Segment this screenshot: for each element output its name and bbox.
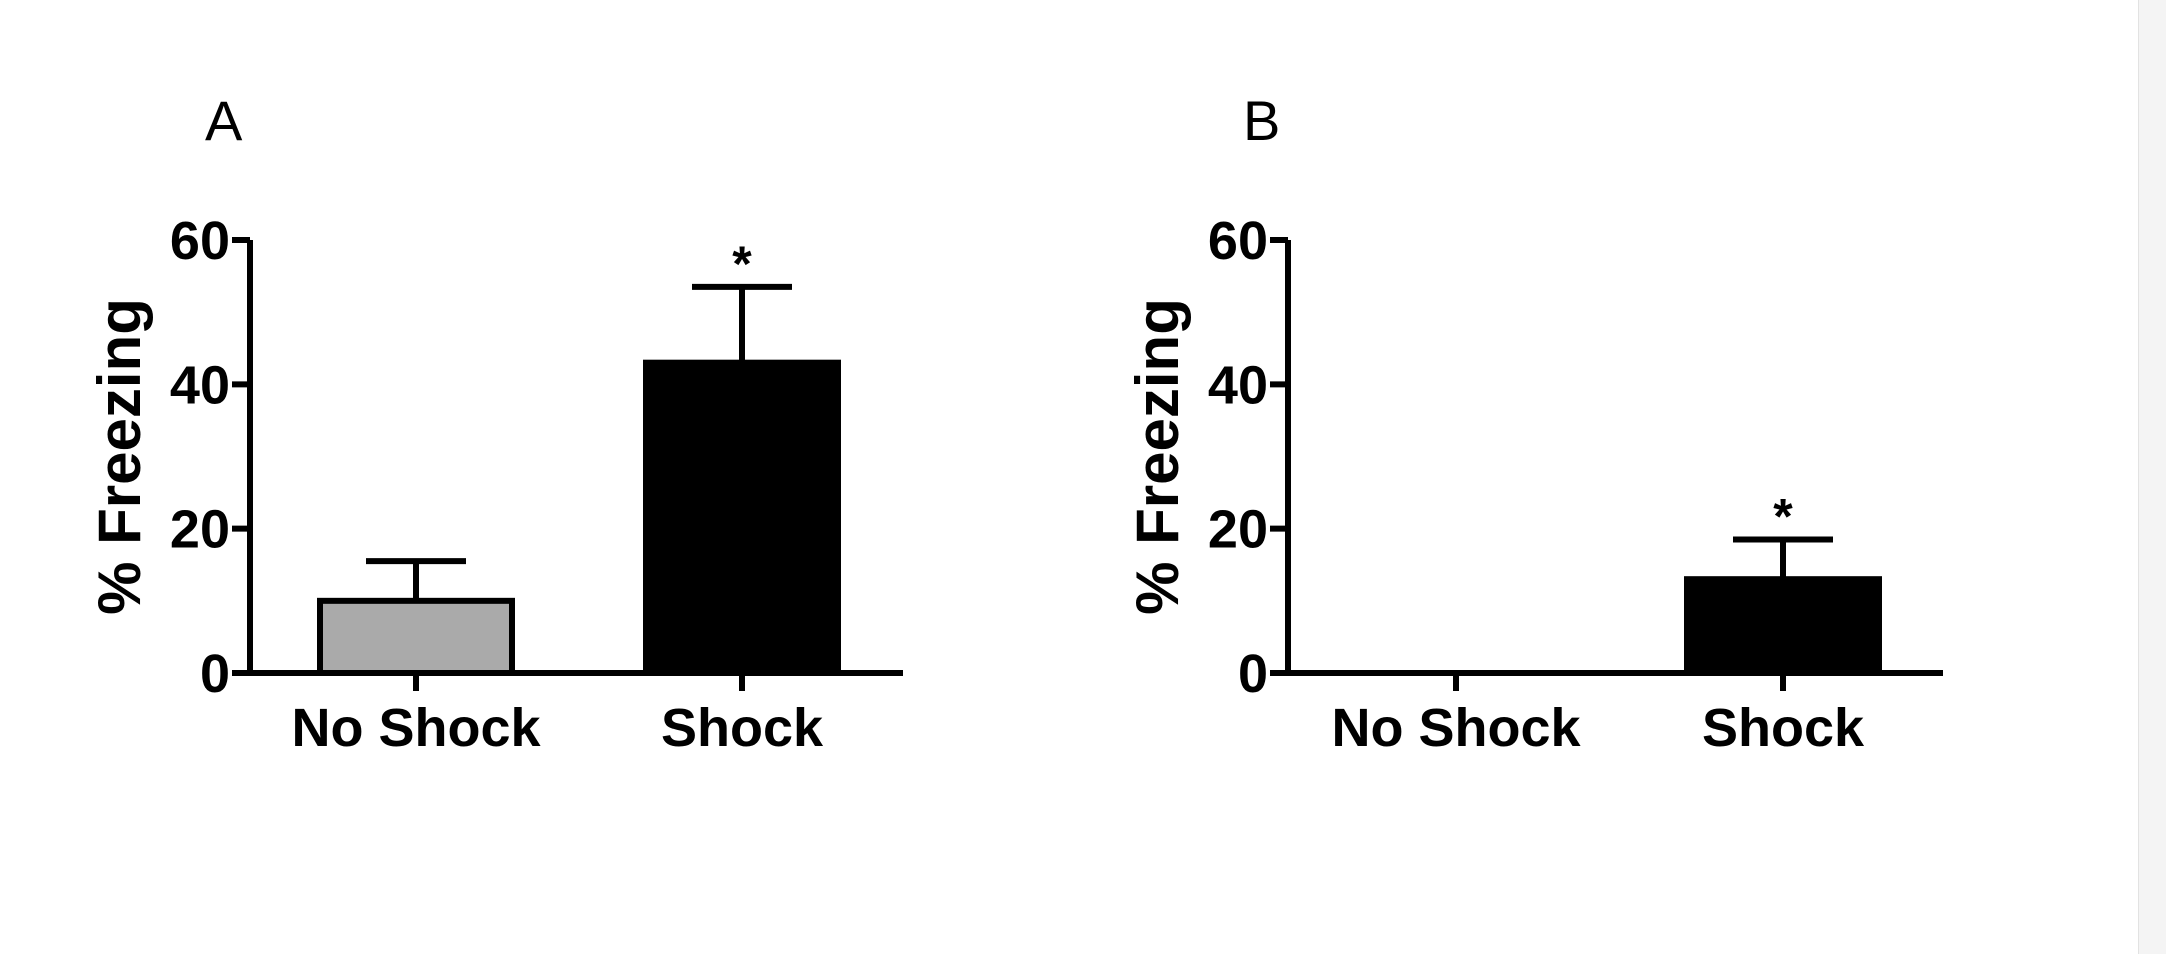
significance-marker: * bbox=[732, 236, 752, 292]
panel-a: A % Freezing * 0 20 40 60 No Shock Shock bbox=[86, 89, 903, 758]
y-axis-title: % Freezing bbox=[1124, 298, 1191, 615]
y-axis-title: % Freezing bbox=[86, 298, 153, 615]
bar-no-shock bbox=[317, 597, 515, 676]
y-tick-label: 20 bbox=[170, 500, 230, 560]
y-tick-label: 20 bbox=[1208, 500, 1268, 560]
panel-label: A bbox=[205, 89, 243, 152]
panel-b: B % Freezing * 0 20 40 60 No Shock Shock bbox=[1124, 89, 1943, 758]
y-tick-label: 40 bbox=[1208, 355, 1268, 415]
y-tick-label: 60 bbox=[170, 211, 230, 271]
bar-shock bbox=[1684, 576, 1882, 677]
y-tick-label: 60 bbox=[1208, 211, 1268, 271]
x-tick-label: Shock bbox=[661, 698, 824, 758]
x-tick-label: No Shock bbox=[291, 698, 541, 758]
bar-shock bbox=[643, 359, 841, 676]
x-tick-label: Shock bbox=[1702, 698, 1865, 758]
y-tick-label: 0 bbox=[200, 644, 230, 704]
y-tick-label: 40 bbox=[170, 355, 230, 415]
y-tick-label: 0 bbox=[1238, 644, 1268, 704]
x-tick-label: No Shock bbox=[1331, 698, 1581, 758]
page-edge bbox=[2138, 0, 2166, 954]
significance-marker: * bbox=[1773, 488, 1793, 544]
panel-label: B bbox=[1243, 89, 1280, 152]
